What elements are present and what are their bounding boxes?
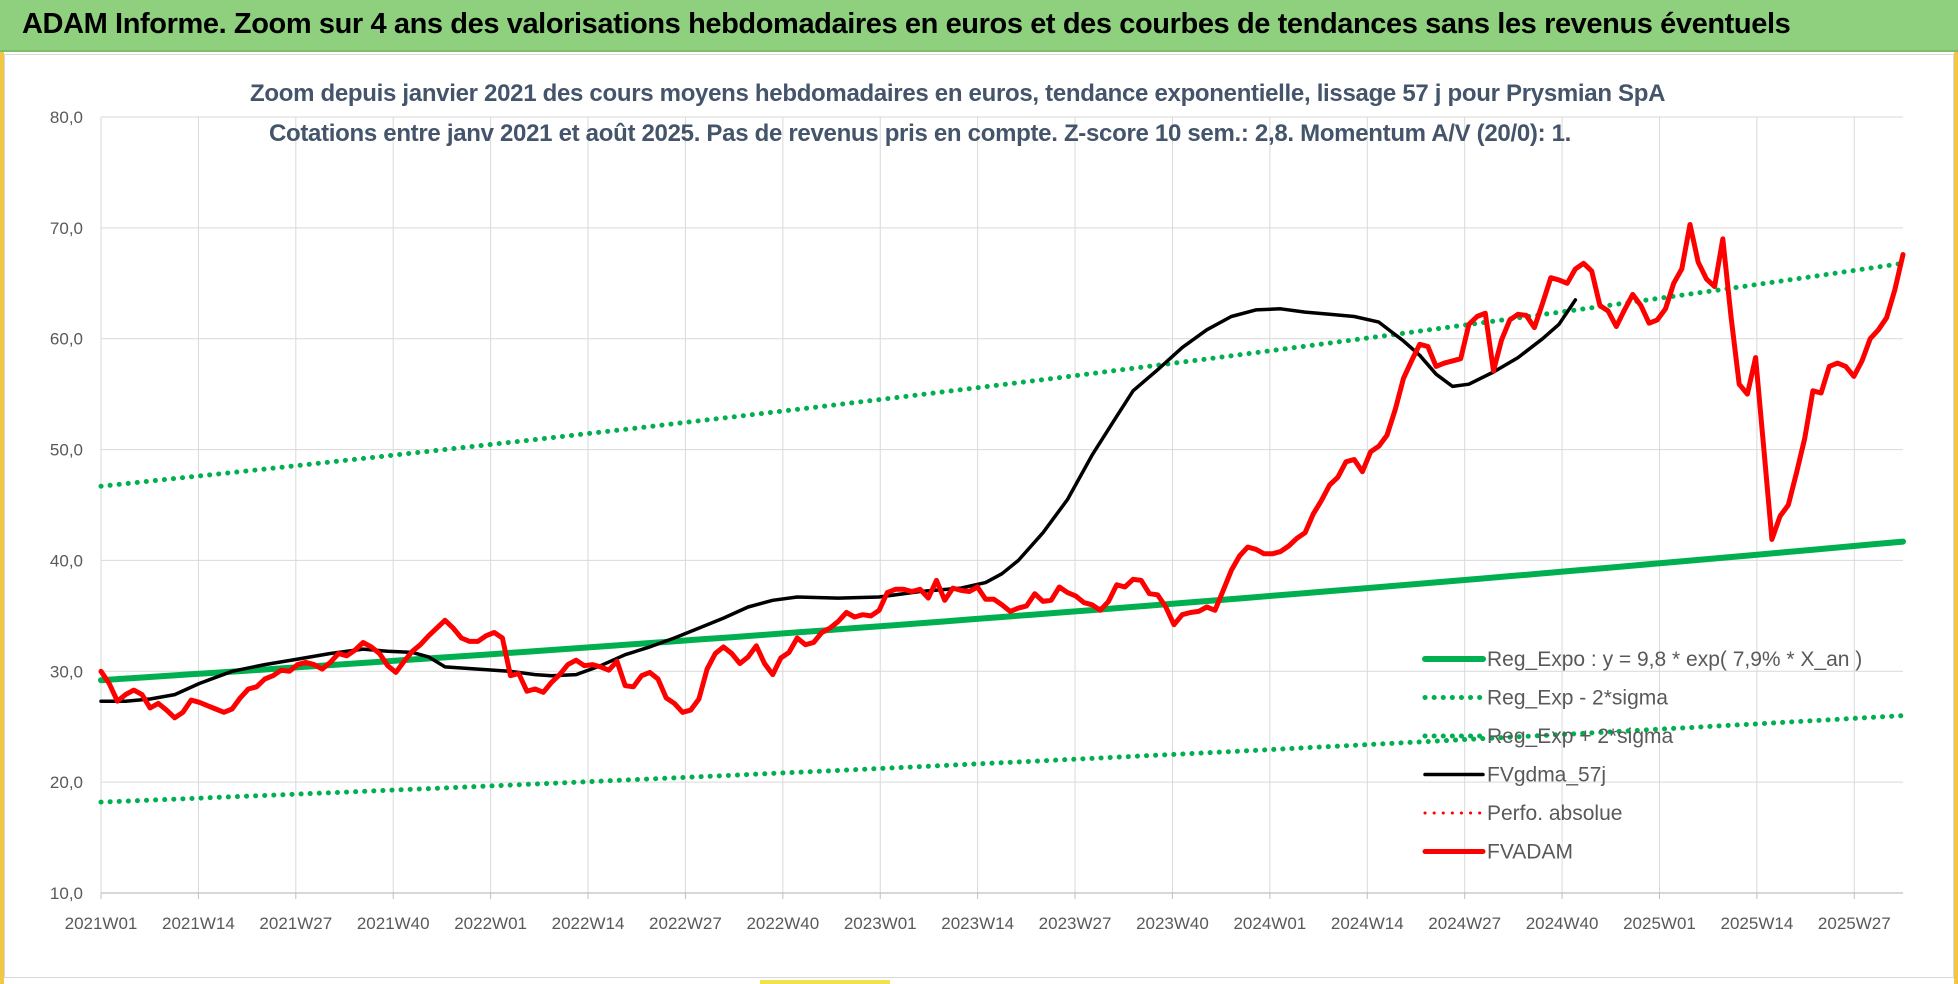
x-tick-label: 2023W14 [941,914,1014,933]
x-tick-label: 2022W40 [746,914,819,933]
x-axis-ticks: 2021W01 2021W14 2021W27 2021W40 2022W01 2022W… [65,892,1903,933]
x-tick-label: 2024W14 [1331,914,1404,933]
x-tick-label: 2022W27 [649,914,722,933]
x-tick-label: 2024W01 [1233,914,1306,933]
x-tick-label: 2021W14 [162,914,235,933]
y-tick-label: 40,0 [50,551,83,570]
x-tick-label: 2023W01 [844,914,917,933]
x-tick-label: 2021W27 [259,914,332,933]
series-line-3 [99,298,1578,703]
series-lines [98,222,1906,805]
x-tick-label: 2024W40 [1526,914,1599,933]
legend-label-3: FVgdma_57j [1487,764,1606,787]
x-tick-label: 2025W27 [1818,914,1891,933]
x-tick-label: 2021W40 [357,914,430,933]
report-banner: ADAM Informe. Zoom sur 4 ans des valoris… [0,0,1958,52]
report-title: ADAM Informe. Zoom sur 4 ans des valoris… [22,8,1791,40]
bottom-border-accent [760,980,890,984]
x-tick-label: 2022W14 [552,914,625,933]
y-tick-label: 20,0 [50,773,83,792]
y-tick-label: 80,0 [50,108,83,127]
chart-title-line-2: Cotations entre janv 2021 et août 2025. … [268,120,1572,147]
x-tick-label: 2021W01 [65,914,138,933]
grid-lines [100,116,1903,894]
chart-frame [4,54,1954,978]
x-tick-label: 2022W01 [454,914,527,933]
legend-label-4: Perfo. absolue [1487,802,1622,825]
legend-label-0: Reg_Expo : y = 9,8 * exp( 7,9% * X_an ) [1487,648,1862,671]
y-axis-ticks: 10,0 20,0 30,0 40,0 50,0 60,0 70,0 80,0 [50,108,83,903]
legend-label-2: Reg_Exp + 2*sigma [1487,725,1674,748]
series-line-5 [98,222,1906,721]
y-tick-label: 50,0 [50,441,83,460]
y-tick-label: 10,0 [50,884,83,903]
legend-label-5: FVADAM [1487,841,1573,864]
y-tick-label: 70,0 [50,219,83,238]
series-line-1 [98,713,1906,805]
y-tick-label: 60,0 [50,330,83,349]
x-tick-label: 2024W27 [1428,914,1501,933]
x-tick-label: 2023W27 [1039,914,1112,933]
left-border-accent [0,52,4,984]
x-tick-label: 2025W01 [1623,914,1696,933]
chart-title-line-1: Zoom depuis janvier 2021 des cours moyen… [250,80,1666,107]
legend-label-1: Reg_Exp - 2*sigma [1487,687,1668,710]
y-tick-label: 30,0 [50,662,83,681]
x-tick-label: 2025W14 [1721,914,1794,933]
x-tick-label: 2023W40 [1136,914,1209,933]
right-border-accent [1954,52,1958,984]
legend: Reg_Expo : y = 9,8 * exp( 7,9% * X_an ) R… [1422,648,1862,864]
series-line-0 [98,538,1906,684]
